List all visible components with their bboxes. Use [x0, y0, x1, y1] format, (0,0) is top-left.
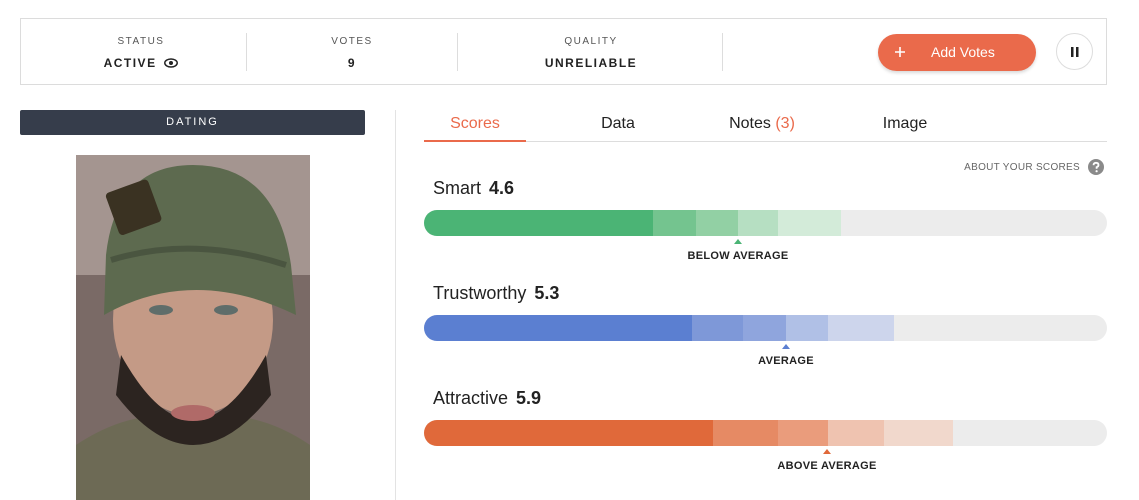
bar-segment	[884, 420, 953, 446]
score-bar	[424, 315, 1107, 341]
value: ACTIVE	[41, 56, 241, 70]
status-value: ACTIVE	[103, 56, 157, 70]
pause-button[interactable]	[1056, 33, 1093, 70]
quality-item: QUALITY UNRELIABLE	[491, 19, 691, 86]
bar-segment	[424, 210, 653, 236]
bar-segment	[424, 420, 713, 446]
score-row: Trustworthy 5.3 AVERAGE	[424, 283, 1107, 383]
score-title: Trustworthy 5.3	[433, 283, 559, 304]
status-panel: STATUS ACTIVE VOTES 9 QUALITY UNRELIABLE…	[20, 18, 1107, 85]
value: UNRELIABLE	[544, 56, 638, 70]
tab[interactable]: Image	[882, 115, 928, 132]
label: QUALITY	[564, 36, 618, 47]
profile-photo	[76, 155, 310, 500]
bar-segment	[778, 420, 828, 446]
score-name: Trustworthy	[433, 283, 527, 303]
votes-item: VOTES 9	[252, 19, 452, 86]
bar-segment	[738, 210, 778, 236]
divider	[722, 33, 723, 71]
bar-segment	[828, 315, 894, 341]
divider	[246, 33, 247, 71]
tab-count: (3)	[775, 115, 795, 132]
label: STATUS	[117, 36, 165, 47]
tab[interactable]: Scores	[450, 115, 500, 132]
bar-segment	[713, 420, 778, 446]
tab[interactable]: Data	[601, 115, 635, 132]
pause-icon	[1071, 47, 1079, 57]
score-name: Attractive	[433, 388, 509, 408]
bar-segment	[828, 420, 884, 446]
tab[interactable]: Notes (3)	[692, 115, 832, 133]
status-item: STATUS ACTIVE	[41, 19, 241, 86]
bar-segment	[743, 315, 786, 341]
help-icon[interactable]	[1088, 159, 1104, 175]
tab-rule	[424, 141, 1107, 142]
score-value: 5.3	[534, 283, 560, 303]
value: 9	[347, 56, 357, 70]
button-label: Add Votes	[931, 44, 995, 60]
score-marker	[782, 344, 790, 349]
bar-segment	[696, 210, 738, 236]
score-row: Smart 4.6 BELOW AVERAGE	[424, 178, 1107, 278]
eye-icon	[164, 58, 179, 68]
divider	[395, 110, 396, 500]
score-marker	[823, 449, 831, 454]
tab-label: Notes	[729, 115, 771, 132]
label: VOTES	[331, 36, 373, 47]
bar-segment	[692, 315, 743, 341]
bar-segment	[778, 210, 841, 236]
bar-segment	[653, 210, 696, 236]
rating-label: BELOW AVERAGE	[687, 250, 789, 262]
divider	[457, 33, 458, 71]
rating-label: ABOVE AVERAGE	[777, 460, 877, 472]
add-votes-button[interactable]: Add Votes	[878, 34, 1036, 71]
category-header: DATING	[20, 110, 365, 135]
bar-segment	[786, 315, 828, 341]
score-name: Smart	[433, 178, 482, 198]
plus-icon	[895, 47, 905, 57]
score-marker	[734, 239, 742, 244]
score-bar	[424, 210, 1107, 236]
score-bar	[424, 420, 1107, 446]
bar-segment	[424, 315, 692, 341]
score-value: 5.9	[516, 388, 542, 408]
rating-label: AVERAGE	[758, 355, 814, 367]
active-tab-underline	[424, 140, 526, 142]
about-scores-link[interactable]: ABOUT YOUR SCORES	[964, 162, 1080, 173]
score-title: Attractive 5.9	[433, 388, 541, 409]
score-title: Smart 4.6	[433, 178, 514, 199]
score-row: Attractive 5.9 ABOVE AVERAGE	[424, 388, 1107, 488]
score-value: 4.6	[489, 178, 515, 198]
